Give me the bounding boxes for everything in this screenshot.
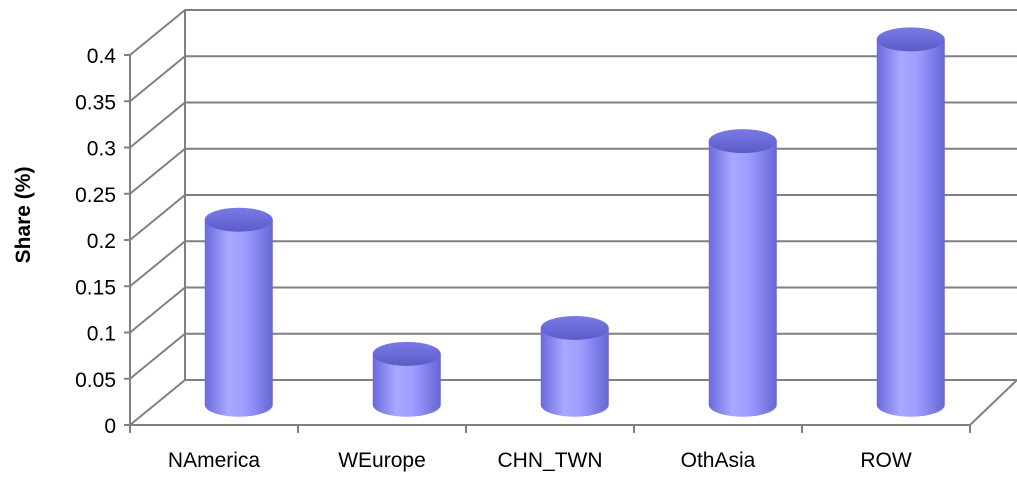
- x-category-label: NAmerica: [168, 449, 261, 472]
- bar-body: [708, 141, 777, 417]
- y-tick-label: 0.2: [87, 230, 116, 253]
- y-tick-label: 0.4: [87, 45, 117, 68]
- bar: [372, 341, 441, 417]
- y-tick-label: 0.15: [75, 276, 116, 299]
- x-category-label: ROW: [860, 449, 912, 472]
- y-tick-label: 0.35: [75, 91, 116, 114]
- y-tick-label: 0.05: [75, 369, 116, 392]
- bar-body: [876, 39, 945, 417]
- y-tick-label: 0.25: [75, 184, 116, 207]
- bar-top-cap: [204, 207, 273, 232]
- floor-right-edge: [969, 379, 1017, 426]
- bar: [540, 315, 609, 417]
- bar-body: [204, 219, 273, 417]
- bar-body: [540, 327, 609, 417]
- bars: [204, 27, 945, 417]
- bar-top-cap: [540, 315, 609, 340]
- y-tick-label: 0.1: [87, 323, 116, 346]
- bar-top-cap: [372, 341, 441, 366]
- labels: 0 0.05 0.1 0.15 0.2 0.25 0.3 0.35 0.4 NAmerica WEu…: [75, 45, 912, 472]
- y-tick-label: 0: [104, 415, 116, 438]
- bar-top-cap: [876, 27, 945, 52]
- y-tick-label: 0.3: [87, 138, 116, 161]
- bar-body: [372, 353, 441, 417]
- x-category-label: OthAsia: [681, 449, 756, 472]
- x-category-label: CHN_TWN: [498, 449, 603, 472]
- bar: [708, 129, 777, 417]
- x-category-label: WEurope: [338, 449, 426, 472]
- axes: [124, 10, 1017, 433]
- bar-top-cap: [708, 129, 777, 154]
- bar: [204, 207, 273, 417]
- y-axis-title: Share (%): [12, 167, 35, 264]
- bar: [876, 27, 945, 417]
